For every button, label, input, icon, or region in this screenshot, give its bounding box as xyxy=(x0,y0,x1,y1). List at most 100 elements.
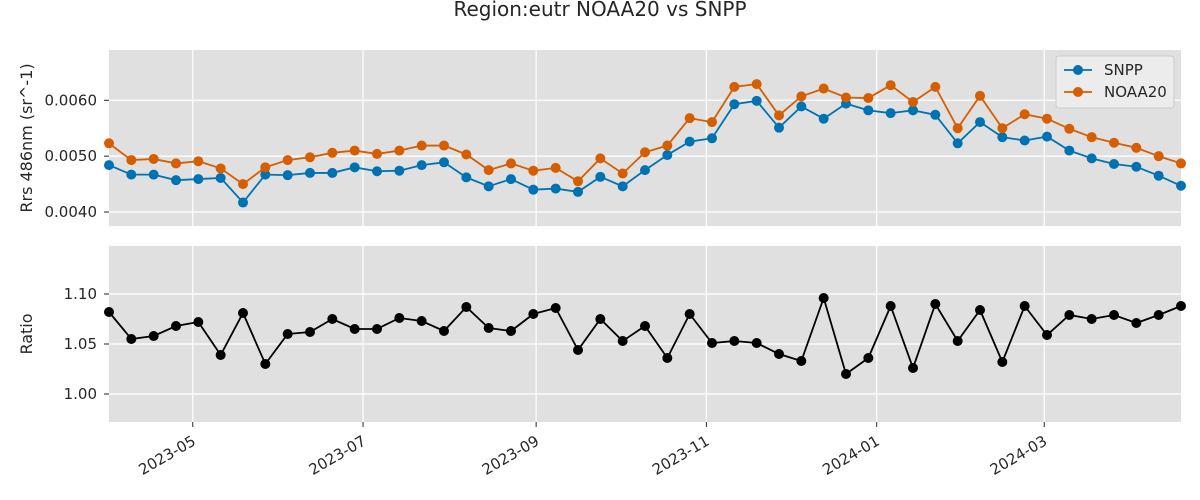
top-data-point-noaa20 xyxy=(1019,109,1030,120)
top-data-point-noaa20 xyxy=(662,140,673,151)
top-data-point-snpp xyxy=(997,132,1008,143)
bottom-data-point-ratio xyxy=(193,317,204,327)
top-data-point-snpp xyxy=(282,170,293,181)
top-data-point-snpp xyxy=(1042,131,1052,142)
top-data-point-noaa20 xyxy=(1086,132,1097,143)
bottom-data-point-ratio xyxy=(394,313,405,323)
bottom-data-point-ratio xyxy=(640,321,650,331)
top-data-point-noaa20 xyxy=(1064,123,1075,134)
top-data-point-snpp xyxy=(238,197,248,208)
top-data-point-snpp xyxy=(126,169,137,180)
bottom-data-point-ratio xyxy=(349,324,360,334)
bottom-data-point-ratio xyxy=(238,308,248,318)
top-y-tick-label: 0.0040 xyxy=(45,203,98,221)
top-data-point-noaa20 xyxy=(796,91,807,102)
bottom-data-point-ratio xyxy=(662,353,673,363)
bottom-y-axis-label: Ratio xyxy=(17,313,36,354)
top-data-point-noaa20 xyxy=(751,79,762,90)
top-data-point-noaa20 xyxy=(282,155,293,166)
top-data-point-noaa20 xyxy=(550,162,561,173)
top-data-point-snpp xyxy=(394,165,405,176)
chart-title: Region:eutr NOAA20 vs SNPP xyxy=(453,0,746,21)
x-tick-label: 2024-01 xyxy=(819,432,882,479)
top-data-point-noaa20 xyxy=(483,165,494,176)
top-data-point-noaa20 xyxy=(416,140,427,151)
top-data-point-noaa20 xyxy=(617,168,628,179)
top-data-point-noaa20 xyxy=(260,162,271,173)
top-data-point-noaa20 xyxy=(193,156,204,167)
top-data-point-snpp xyxy=(506,174,516,185)
top-data-point-snpp xyxy=(193,174,204,185)
top-data-point-snpp xyxy=(885,108,896,119)
top-data-point-noaa20 xyxy=(975,90,985,101)
top-data-point-noaa20 xyxy=(774,110,784,121)
top-panel: 0.0040 0.0050 0.0060 Rrs 486nm (sr^-1) xyxy=(17,50,1186,226)
bottom-data-point-ratio xyxy=(305,327,315,337)
bottom-data-point-ratio xyxy=(171,321,181,331)
top-data-point-snpp xyxy=(1153,170,1164,181)
bottom-data-point-ratio xyxy=(1086,314,1097,324)
top-data-point-snpp xyxy=(483,181,494,192)
x-tick-label: 2024-03 xyxy=(987,432,1050,479)
legend-label-snpp: SNPP xyxy=(1104,61,1143,79)
top-data-point-snpp xyxy=(975,117,985,128)
bottom-data-point-ratio xyxy=(416,316,427,326)
top-y-tick-label: 0.0060 xyxy=(45,91,98,109)
top-data-point-snpp xyxy=(349,162,360,173)
bottom-data-point-ratio xyxy=(461,302,472,312)
top-data-point-snpp xyxy=(1086,153,1097,164)
bottom-data-point-ratio xyxy=(707,338,717,348)
bottom-data-point-ratio xyxy=(796,356,807,366)
top-data-point-snpp xyxy=(171,175,181,186)
top-data-point-snpp xyxy=(416,160,427,171)
bottom-data-point-ratio xyxy=(774,349,784,359)
bottom-y-tick-label: 1.05 xyxy=(64,335,97,353)
bottom-data-point-ratio xyxy=(684,309,695,319)
bottom-data-point-ratio xyxy=(260,359,271,369)
top-data-point-snpp xyxy=(818,113,829,124)
top-data-point-snpp xyxy=(372,166,382,177)
bottom-data-point-ratio xyxy=(729,336,740,346)
bottom-data-point-ratio xyxy=(573,345,583,355)
bottom-data-point-ratio xyxy=(952,336,963,346)
top-data-point-snpp xyxy=(439,157,449,168)
legend: SNPP NOAA20 xyxy=(1055,55,1175,109)
top-data-point-snpp xyxy=(1019,135,1030,146)
top-data-point-noaa20 xyxy=(1153,151,1164,162)
bottom-y-tick-label: 1.00 xyxy=(64,385,97,403)
top-data-point-snpp xyxy=(930,109,941,120)
top-data-point-noaa20 xyxy=(104,138,114,149)
top-data-point-noaa20 xyxy=(349,145,360,156)
top-data-point-noaa20 xyxy=(930,81,941,92)
top-data-point-noaa20 xyxy=(1109,137,1119,148)
top-data-point-noaa20 xyxy=(1176,158,1186,169)
top-data-point-noaa20 xyxy=(506,158,516,169)
top-data-point-noaa20 xyxy=(729,81,740,92)
top-data-point-snpp xyxy=(640,165,650,176)
top-data-point-noaa20 xyxy=(372,148,382,159)
bottom-data-point-ratio xyxy=(818,293,829,303)
legend-marker-snpp xyxy=(1073,65,1083,75)
top-data-point-snpp xyxy=(774,122,784,133)
top-data-point-snpp xyxy=(104,160,114,171)
top-data-point-snpp xyxy=(1176,180,1186,191)
top-data-point-noaa20 xyxy=(171,158,181,169)
bottom-panel: 1.00 1.05 1.10 Ratio xyxy=(17,246,1186,422)
top-data-point-noaa20 xyxy=(573,176,583,187)
bottom-data-point-ratio xyxy=(997,357,1008,367)
bottom-data-point-ratio xyxy=(1176,301,1186,311)
top-data-point-snpp xyxy=(573,186,583,197)
top-plot-background xyxy=(109,50,1181,226)
top-data-point-snpp xyxy=(215,172,226,183)
top-data-point-snpp xyxy=(260,169,271,180)
top-data-point-noaa20 xyxy=(394,145,405,156)
bottom-data-point-ratio xyxy=(930,299,941,309)
top-data-point-snpp xyxy=(327,167,338,178)
x-axis: 2023-05 2023-07 2023-09 2023-11 2024-01 2024-… xyxy=(135,422,1050,479)
top-data-point-noaa20 xyxy=(126,155,137,166)
bottom-data-point-ratio xyxy=(528,309,539,319)
top-data-point-noaa20 xyxy=(841,92,851,103)
top-data-point-snpp xyxy=(707,133,717,144)
top-data-point-noaa20 xyxy=(640,147,650,158)
